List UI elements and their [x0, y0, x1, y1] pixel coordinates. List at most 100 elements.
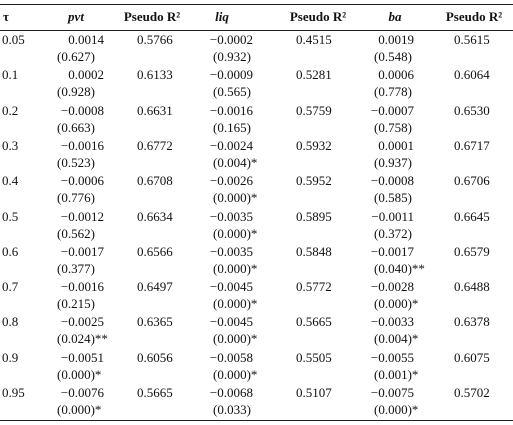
coefficient: −0.0025	[60, 314, 104, 330]
coefficient: −0.0008	[60, 102, 104, 118]
coefficient: 0.0006	[378, 67, 414, 83]
coefficient: −0.0033	[370, 314, 414, 330]
tau-cell: 0.95	[2, 385, 25, 400]
coefficient: 0.0001	[378, 137, 414, 153]
p-value: (0.548)	[374, 49, 412, 64]
pseudo-r2: 0.5932	[296, 137, 332, 153]
p-value: (0.000)*	[213, 331, 258, 347]
coefficient: −0.0016	[209, 102, 253, 118]
coefficient: −0.0006	[60, 173, 104, 189]
coefficient: −0.0017	[370, 243, 414, 259]
p-value: (0.000)*	[57, 402, 102, 417]
pseudo-r2: 0.6772	[137, 137, 173, 153]
pseudo-r2: 0.6645	[454, 208, 490, 224]
coefficient: −0.0045	[209, 314, 253, 330]
pseudo-r2: 0.5848	[296, 243, 332, 259]
coefficient: −0.0045	[209, 279, 253, 295]
coefficient: −0.0075	[370, 385, 414, 400]
p-value: (0.000)*	[213, 190, 258, 206]
p-value: (0.776)	[57, 190, 95, 206]
coefficient: −0.0009	[209, 67, 253, 83]
coefficient: −0.0011	[371, 208, 414, 224]
header-cell: τ	[3, 9, 9, 24]
tau-cell: 0.8	[2, 314, 19, 330]
p-value: (0.000)*	[213, 225, 258, 241]
coefficient: 0.0014	[68, 32, 104, 47]
p-value: (0.215)	[57, 296, 95, 312]
p-value: (0.000)*	[213, 366, 258, 382]
top-rule	[0, 4, 513, 5]
header-cell: Pseudo R²	[123, 9, 181, 24]
pseudo-r2: 0.5665	[137, 385, 173, 400]
p-value: (0.778)	[374, 84, 412, 100]
header-cell: liq	[215, 9, 229, 24]
pseudo-r2: 0.6133	[137, 67, 173, 83]
p-value: (0.000)*	[213, 260, 258, 276]
p-value: (0.523)	[57, 154, 95, 170]
pseudo-r2: 0.6579	[454, 243, 490, 259]
coefficient: −0.0028	[370, 279, 414, 295]
coefficient: −0.0024	[209, 137, 253, 153]
pseudo-r2: 0.5702	[454, 385, 490, 400]
pseudo-r2: 0.6075	[454, 349, 490, 365]
p-value: (0.932)	[213, 49, 251, 64]
pseudo-r2: 0.6706	[454, 173, 490, 189]
pseudo-r2: 0.6488	[454, 279, 490, 295]
pseudo-r2: 0.5772	[296, 279, 332, 295]
p-value: (0.040)**	[374, 260, 425, 276]
pseudo-r2: 0.5895	[296, 208, 332, 224]
header-rule	[0, 30, 513, 31]
pseudo-r2: 0.6365	[137, 314, 173, 330]
p-value: (0.562)	[57, 225, 95, 241]
p-value: (0.165)	[213, 119, 251, 135]
pseudo-r2: 0.5615	[454, 32, 490, 47]
p-value: (0.377)	[57, 260, 95, 276]
coefficient: −0.0012	[60, 208, 104, 224]
pseudo-r2: 0.6064	[454, 67, 490, 83]
p-value: (0.024)**	[57, 331, 108, 347]
p-value: (0.928)	[57, 84, 95, 100]
coefficient: −0.0007	[370, 102, 414, 118]
header-cell: pvt	[68, 9, 84, 24]
pseudo-r2: 0.5759	[296, 102, 332, 118]
coefficient: −0.0055	[370, 349, 414, 365]
pseudo-r2: 0.6378	[454, 314, 490, 330]
coefficient: −0.0068	[209, 385, 253, 400]
pseudo-r2: 0.5505	[296, 349, 332, 365]
p-value: (0.372)	[374, 225, 412, 241]
tau-cell: 0.4	[2, 173, 19, 189]
pseudo-r2: 0.5665	[296, 314, 332, 330]
coefficient: −0.0017	[60, 243, 104, 259]
pseudo-r2: 0.6634	[137, 208, 173, 224]
pseudo-r2: 0.5952	[296, 173, 332, 189]
coefficient: −0.0016	[60, 137, 104, 153]
p-value: (0.004)*	[374, 331, 419, 347]
pseudo-r2: 0.4515	[296, 32, 332, 47]
p-value: (0.000)*	[57, 366, 102, 382]
header-cell: Pseudo R²	[289, 9, 347, 24]
header-cell: Pseudo R²	[445, 9, 503, 24]
coefficient: −0.0051	[60, 349, 104, 365]
coefficient: −0.0002	[209, 32, 253, 47]
p-value: (0.627)	[57, 49, 95, 64]
coefficient: −0.0058	[209, 349, 253, 365]
coefficient: −0.0008	[370, 173, 414, 189]
p-value: (0.000)*	[374, 402, 419, 417]
pseudo-r2: 0.6717	[454, 137, 490, 153]
p-value: (0.000)*	[374, 296, 419, 312]
pseudo-r2: 0.6708	[137, 173, 173, 189]
p-value: (0.585)	[374, 190, 412, 206]
p-value: (0.033)	[213, 402, 251, 417]
pseudo-r2: 0.6056	[137, 349, 173, 365]
tau-cell: 0.7	[2, 279, 19, 295]
coefficient: 0.0019	[378, 32, 414, 47]
p-value: (0.004)*	[213, 154, 258, 170]
header-cell: ba	[388, 9, 402, 24]
tau-cell: 0.05	[2, 32, 25, 47]
pseudo-r2: 0.5281	[296, 67, 332, 83]
pseudo-r2: 0.6566	[137, 243, 173, 259]
tau-cell: 0.2	[2, 102, 19, 118]
p-value: (0.565)	[213, 84, 251, 100]
p-value: (0.758)	[374, 119, 412, 135]
